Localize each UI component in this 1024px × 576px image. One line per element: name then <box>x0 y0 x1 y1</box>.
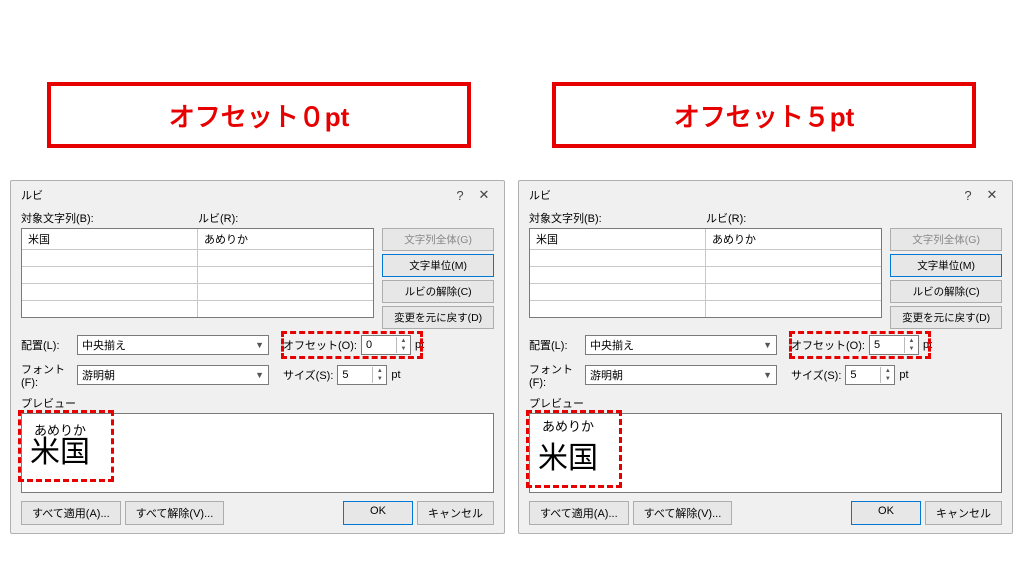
grid-target-cell[interactable]: 米国 <box>22 229 198 249</box>
banner-offset-0: オフセット０pt <box>47 82 471 148</box>
chevron-down-icon: ▼ <box>763 370 772 380</box>
preview-label: プレビュー <box>21 395 494 411</box>
preview-base: 米国 <box>538 444 598 474</box>
size-label: サイズ(S): <box>791 367 841 383</box>
pt-label: pt <box>391 369 400 381</box>
whole-string-button[interactable]: 文字列全体(G) <box>382 228 494 251</box>
ruby-grid[interactable]: 米国 あめりか <box>529 228 882 318</box>
ruby-label: ルビ(R): <box>706 210 883 226</box>
align-value: 中央揃え <box>82 337 126 353</box>
chevron-down-icon: ▼ <box>255 340 264 350</box>
apply-all-button[interactable]: すべて適用(A)... <box>21 501 121 525</box>
cancel-button[interactable]: キャンセル <box>417 501 494 525</box>
offset-value: 0 <box>362 339 396 351</box>
close-icon[interactable]: ✕ <box>980 187 1004 203</box>
font-value: 游明朝 <box>82 367 115 383</box>
size-value: 5 <box>338 369 372 381</box>
dialog-titlebar: ルビ ? ✕ <box>519 181 1012 206</box>
align-value: 中央揃え <box>590 337 634 353</box>
ok-button[interactable]: OK <box>851 501 921 525</box>
font-combo[interactable]: 游明朝 ▼ <box>77 365 269 385</box>
preview-area: あめりか 米国 <box>21 413 494 493</box>
pt-label: pt <box>923 339 932 351</box>
spinner-buttons-icon[interactable]: ▲▼ <box>904 337 918 353</box>
dialog-title: ルビ <box>529 187 956 203</box>
ruby-dialog-left: ルビ ? ✕ 対象文字列(B): ルビ(R): 米国 あめりか 文字列全体(G)… <box>10 180 505 534</box>
ok-button[interactable]: OK <box>343 501 413 525</box>
align-label: 配置(L): <box>529 337 581 353</box>
pt-label: pt <box>415 339 424 351</box>
banner-offset-0-text: オフセット０pt <box>169 97 350 134</box>
preview-label: プレビュー <box>529 395 1002 411</box>
target-label: 対象文字列(B): <box>529 210 706 226</box>
dialog-title: ルビ <box>21 187 448 203</box>
align-combo[interactable]: 中央揃え ▼ <box>77 335 269 355</box>
pt-label: pt <box>899 369 908 381</box>
revert-button[interactable]: 変更を元に戻す(D) <box>382 306 494 329</box>
font-label: フォント(F): <box>529 361 581 389</box>
size-label: サイズ(S): <box>283 367 333 383</box>
grid-ruby-cell[interactable]: あめりか <box>706 229 881 249</box>
clear-all-button[interactable]: すべて解除(V)... <box>633 501 733 525</box>
offset-label: オフセット(O): <box>791 337 865 353</box>
preview-base: 米国 <box>30 438 90 468</box>
ruby-label: ルビ(R): <box>198 210 375 226</box>
offset-label: オフセット(O): <box>283 337 357 353</box>
banner-offset-5-text: オフセット５pt <box>674 97 855 134</box>
size-value: 5 <box>846 369 880 381</box>
font-label: フォント(F): <box>21 361 73 389</box>
font-combo[interactable]: 游明朝 ▼ <box>585 365 777 385</box>
offset-value: 5 <box>870 339 904 351</box>
size-spinner[interactable]: 5 ▲▼ <box>845 365 895 385</box>
whole-string-button[interactable]: 文字列全体(G) <box>890 228 1002 251</box>
target-label: 対象文字列(B): <box>21 210 198 226</box>
spinner-buttons-icon[interactable]: ▲▼ <box>372 367 386 383</box>
offset-spinner[interactable]: 0 ▲▼ <box>361 335 411 355</box>
grid-ruby-cell[interactable]: あめりか <box>198 229 373 249</box>
preview-ruby: あめりか 米国 <box>30 414 90 468</box>
clear-ruby-button[interactable]: ルビの解除(C) <box>382 280 494 303</box>
dialog-titlebar: ルビ ? ✕ <box>11 181 504 206</box>
help-icon[interactable]: ? <box>448 188 472 203</box>
grid-target-cell[interactable]: 米国 <box>530 229 706 249</box>
spinner-buttons-icon[interactable]: ▲▼ <box>396 337 410 353</box>
align-combo[interactable]: 中央揃え ▼ <box>585 335 777 355</box>
clear-ruby-button[interactable]: ルビの解除(C) <box>890 280 1002 303</box>
size-spinner[interactable]: 5 ▲▼ <box>337 365 387 385</box>
align-label: 配置(L): <box>21 337 73 353</box>
close-icon[interactable]: ✕ <box>472 187 496 203</box>
dialog-body: 対象文字列(B): ルビ(R): 米国 あめりか 文字列全体(G) 文字単位(M… <box>519 206 1012 533</box>
ruby-grid[interactable]: 米国 あめりか <box>21 228 374 318</box>
offset-spinner[interactable]: 5 ▲▼ <box>869 335 919 355</box>
preview-ruby: あめりか 米国 <box>538 414 598 474</box>
char-unit-button[interactable]: 文字単位(M) <box>382 254 494 277</box>
banner-offset-5: オフセット５pt <box>552 82 976 148</box>
chevron-down-icon: ▼ <box>763 340 772 350</box>
spinner-buttons-icon[interactable]: ▲▼ <box>880 367 894 383</box>
dialog-body: 対象文字列(B): ルビ(R): 米国 あめりか 文字列全体(G) 文字単位(M… <box>11 206 504 533</box>
ruby-dialog-right: ルビ ? ✕ 対象文字列(B): ルビ(R): 米国 あめりか 文字列全体(G)… <box>518 180 1013 534</box>
revert-button[interactable]: 変更を元に戻す(D) <box>890 306 1002 329</box>
char-unit-button[interactable]: 文字単位(M) <box>890 254 1002 277</box>
clear-all-button[interactable]: すべて解除(V)... <box>125 501 225 525</box>
apply-all-button[interactable]: すべて適用(A)... <box>529 501 629 525</box>
help-icon[interactable]: ? <box>956 188 980 203</box>
preview-area: あめりか 米国 <box>529 413 1002 493</box>
preview-rt: あめりか <box>538 420 598 433</box>
chevron-down-icon: ▼ <box>255 370 264 380</box>
cancel-button[interactable]: キャンセル <box>925 501 1002 525</box>
font-value: 游明朝 <box>590 367 623 383</box>
